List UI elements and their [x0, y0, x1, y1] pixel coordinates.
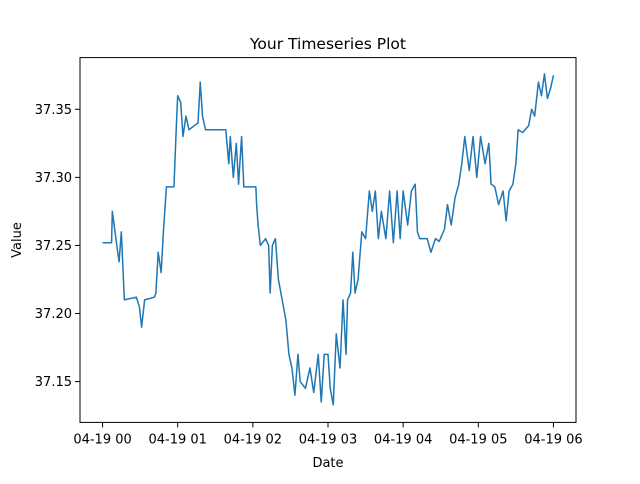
y-tick-label: 37.20	[35, 307, 72, 322]
y-tick-label: 37.25	[35, 239, 72, 254]
plot-frame	[79, 57, 577, 423]
x-tick-label: 04-19 04	[374, 432, 432, 447]
x-tick-label: 04-19 05	[449, 432, 507, 447]
x-tick-label: 04-19 02	[224, 432, 282, 447]
x-axis-label: Date	[312, 456, 343, 471]
y-tick-label: 37.15	[35, 375, 72, 390]
line-series	[102, 73, 555, 406]
x-tick-label: 04-19 03	[299, 432, 357, 447]
x-tick-label: 04-19 06	[524, 432, 582, 447]
y-axis-label: Value	[10, 222, 25, 258]
chart-title: Your Timeseries Plot	[249, 35, 406, 53]
x-tick-label: 04-19 00	[73, 432, 131, 447]
y-tick-label: 37.35	[35, 103, 72, 118]
x-tick-label: 04-19 01	[148, 432, 206, 447]
y-tick-label: 37.30	[35, 171, 72, 186]
